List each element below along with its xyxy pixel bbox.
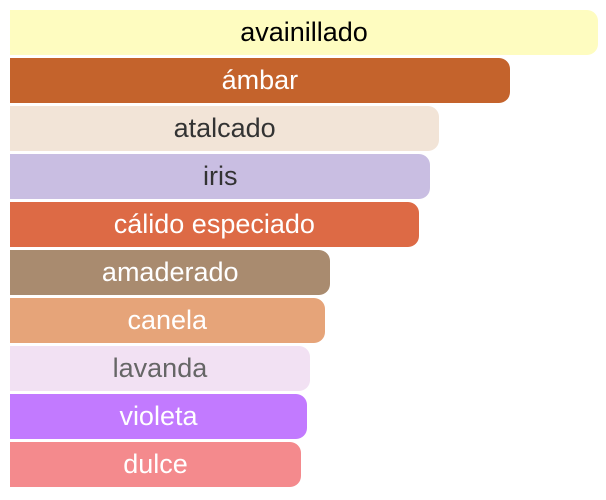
bar-8: violeta [10, 394, 307, 439]
bar-3: iris [10, 154, 431, 199]
bar-label: cálido especiado [113, 209, 315, 239]
bar-label: lavanda [112, 353, 208, 383]
bar-9: dulce [10, 442, 302, 487]
bar-label: atalcado [173, 113, 276, 143]
bar-label: iris [202, 161, 238, 191]
bar-4: cálido especiado [10, 202, 419, 247]
bar-label: amaderado [101, 257, 239, 287]
bar-6: canela [10, 298, 325, 343]
bar-label: dulce [123, 449, 188, 479]
bar-label: violeta [119, 401, 198, 431]
bar-7: lavanda [10, 346, 310, 391]
bar-0: avainillado [10, 10, 598, 55]
bar-label: canela [127, 305, 208, 335]
bar-2: atalcado [10, 106, 440, 151]
bar-5: amaderado [10, 250, 331, 295]
bar-1: ámbar [10, 58, 510, 103]
bar-label: ámbar [221, 65, 299, 95]
bar-label: avainillado [240, 17, 368, 47]
